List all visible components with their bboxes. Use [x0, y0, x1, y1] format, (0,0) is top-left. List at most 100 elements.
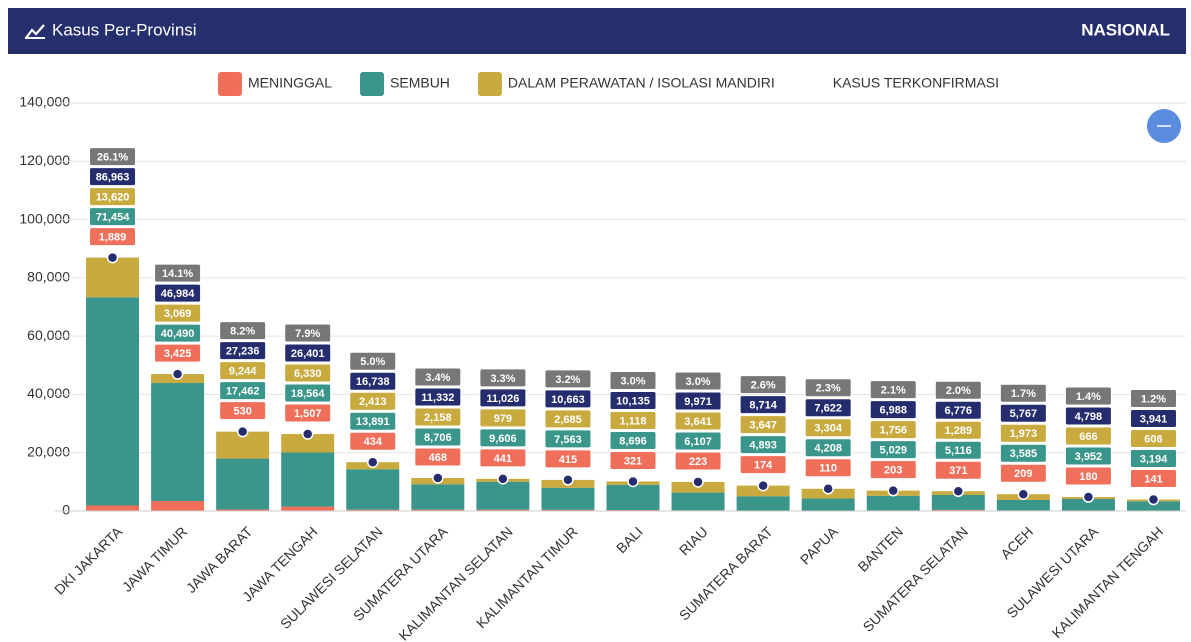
value-label-box [999, 443, 1047, 463]
x-tick-label: KALIMANTAN TENGAH [1049, 523, 1167, 641]
value-label-box [609, 390, 657, 410]
bar-segment [476, 481, 530, 510]
value-label: 4,208 [814, 443, 842, 455]
value-label: 18,564 [291, 388, 326, 400]
value-label: 1,756 [879, 425, 907, 437]
value-label-box [414, 447, 462, 467]
value-label: 2,158 [424, 412, 452, 424]
header-title: Kasus Per-Provinsi [52, 20, 197, 39]
value-label: 2.0% [946, 385, 971, 397]
header-bar [8, 8, 1186, 54]
bar-segment [541, 509, 595, 511]
value-label: 26.1% [97, 151, 128, 163]
value-label: 666 [1079, 431, 1097, 443]
value-label: 3,647 [749, 420, 777, 432]
value-label-box [349, 431, 397, 451]
bar-segment [346, 469, 400, 510]
value-label: 223 [689, 456, 707, 468]
bar-segment [541, 487, 595, 510]
value-label-box [999, 403, 1047, 423]
bar-segment [86, 257, 140, 298]
value-label-box [544, 429, 592, 449]
value-label: 141 [1144, 473, 1162, 485]
value-label-box [89, 207, 137, 227]
value-label: 5,116 [945, 445, 972, 457]
value-label-box [544, 449, 592, 469]
value-label: 27,236 [226, 346, 260, 358]
legend-label: SEMBUH [390, 75, 450, 91]
total-marker [562, 474, 574, 486]
bar-segment [216, 458, 270, 510]
value-label: 9,971 [684, 396, 712, 408]
value-label-box [739, 435, 787, 455]
value-label: 1,973 [1010, 428, 1038, 440]
value-label: 321 [624, 455, 642, 467]
bar-segment [86, 505, 140, 511]
value-label: 5,029 [879, 445, 907, 457]
value-label-box [934, 400, 982, 420]
value-label: 16,738 [356, 376, 390, 388]
header-right[interactable]: NASIONAL [1081, 20, 1170, 39]
x-tick-label: SUMATERA SELATAN [860, 523, 971, 634]
value-label: 3.0% [620, 375, 645, 387]
value-label-box [739, 375, 787, 395]
value-label-box [544, 409, 592, 429]
value-label: 3,304 [814, 423, 842, 435]
value-label: 13,620 [96, 191, 130, 203]
bar-segment [86, 297, 140, 506]
legend-label: MENINGGAL [248, 75, 332, 91]
value-label-box [999, 463, 1047, 483]
value-label: 7,563 [554, 434, 582, 446]
value-label-box [349, 391, 397, 411]
value-label: 1,289 [945, 425, 973, 437]
bar-segment [281, 434, 335, 453]
value-label-box [674, 391, 722, 411]
value-label-box [89, 187, 137, 207]
value-label: 3.4% [425, 372, 450, 384]
total-marker [887, 484, 899, 497]
value-label-box [674, 411, 722, 431]
value-label-box [89, 147, 137, 167]
value-label: 3,952 [1075, 451, 1103, 463]
total-marker [1017, 488, 1030, 500]
value-label: 2,685 [554, 414, 582, 426]
y-tick-label: 20,000 [27, 443, 70, 459]
value-label-box [869, 420, 917, 440]
total-marker [367, 456, 379, 468]
header-icon [25, 24, 45, 39]
value-label-box [1064, 466, 1112, 486]
value-label: 10,663 [551, 394, 585, 406]
value-label: 3,585 [1010, 448, 1038, 460]
value-label-box [284, 383, 332, 403]
value-label-box [219, 401, 267, 421]
value-label-box [479, 428, 527, 448]
total-marker [497, 473, 509, 485]
value-label-box [804, 398, 852, 418]
value-label-box [479, 448, 527, 468]
value-label: 415 [559, 454, 577, 466]
bar-segment [476, 509, 530, 511]
x-tick-label: PAPUA [797, 523, 842, 568]
value-label-box [1129, 449, 1177, 469]
value-label: 46,984 [161, 288, 196, 300]
value-label-box [804, 378, 852, 398]
bar-segment [801, 498, 855, 511]
value-label-box [609, 450, 657, 470]
value-label: 606 [1144, 433, 1162, 445]
value-label: 14.1% [162, 268, 193, 280]
bar-segment [281, 452, 335, 507]
value-label: 1.7% [1011, 388, 1036, 400]
value-label-box [999, 423, 1047, 443]
x-tick-label: BALI [613, 523, 646, 556]
value-label: 7.9% [295, 328, 320, 340]
value-label-box [934, 460, 982, 480]
value-label: 17,462 [226, 386, 260, 398]
value-label: 8,714 [749, 400, 777, 412]
value-label-box [479, 388, 527, 408]
value-label-box [284, 363, 332, 383]
value-label-box [219, 341, 267, 361]
total-marker [757, 479, 769, 492]
x-tick-label: ACEH [997, 523, 1036, 562]
value-label: 209 [1014, 468, 1032, 480]
value-label: 110 [819, 463, 837, 475]
